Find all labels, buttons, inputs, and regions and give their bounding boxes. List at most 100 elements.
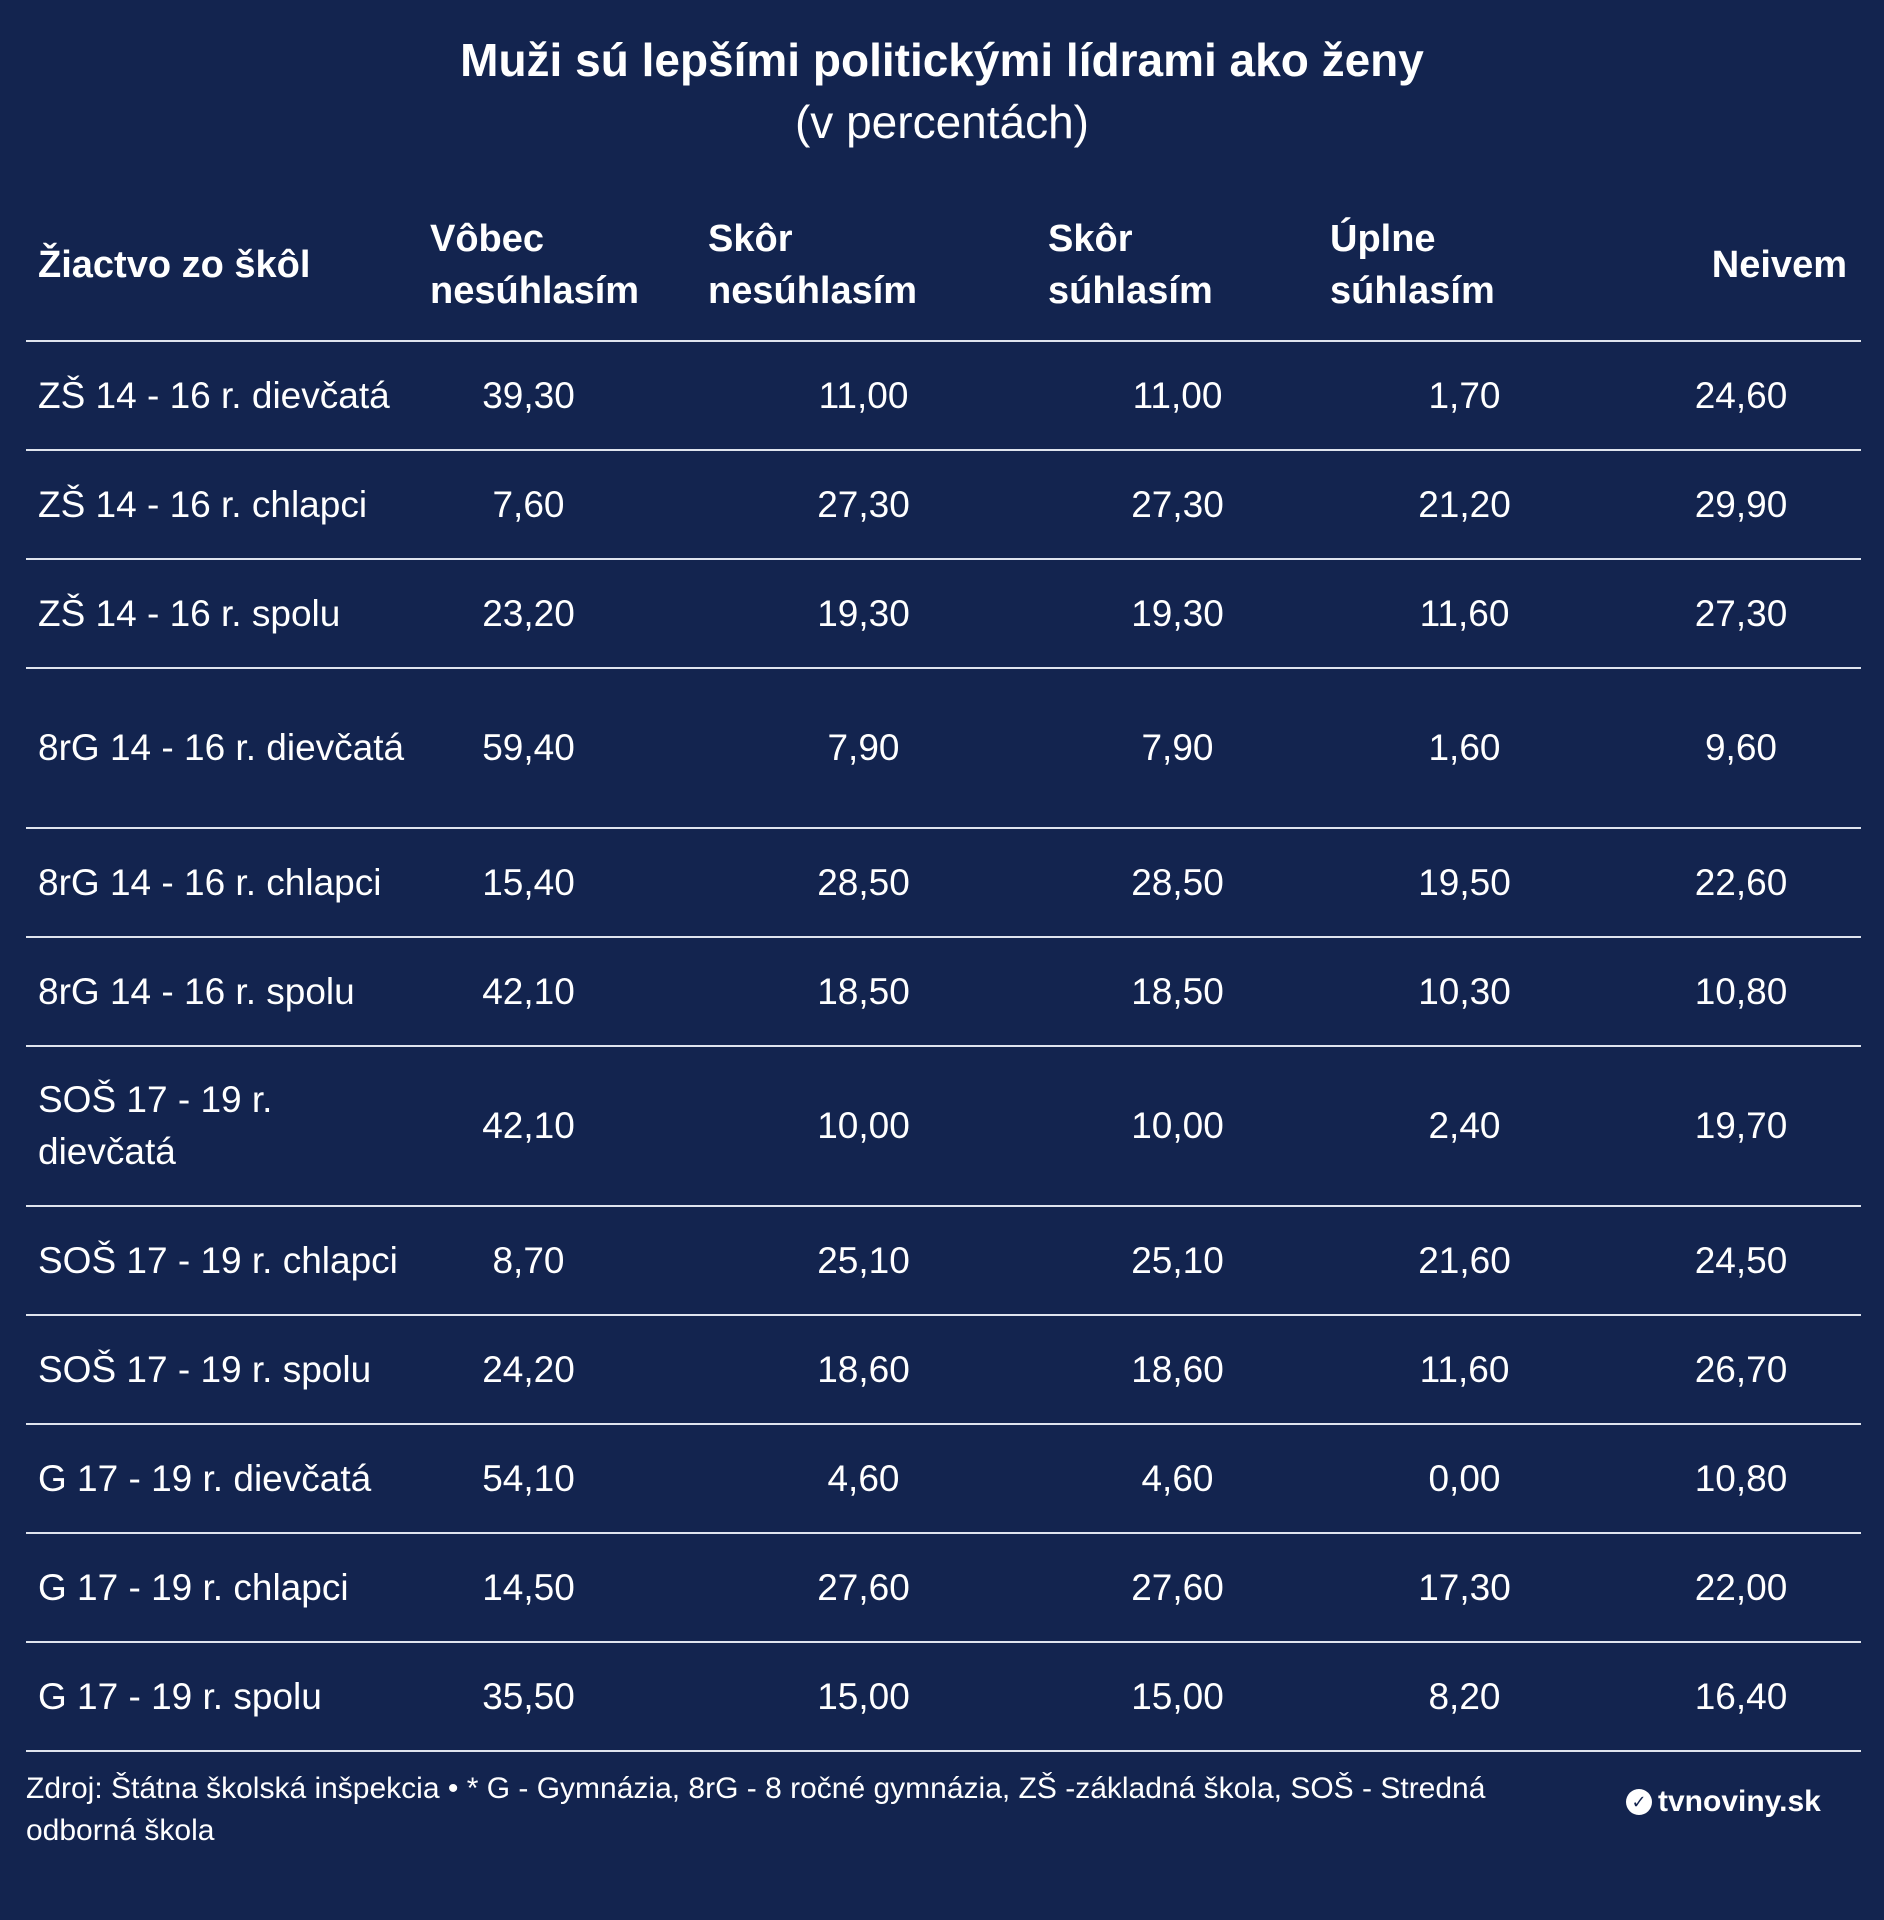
- data-label: 15,00: [1036, 1642, 1318, 1752]
- row-label: SOŠ 17 - 19 r. dievčatá: [26, 1046, 418, 1207]
- data-label: 23,20: [418, 559, 696, 669]
- data-label: 8,20: [1318, 1642, 1622, 1752]
- row-label: G 17 - 19 r. dievčatá: [26, 1424, 418, 1534]
- data-label: 28,50: [696, 828, 1036, 938]
- data-label: 24,50: [1622, 1206, 1861, 1316]
- data-label: 17,30: [1318, 1533, 1622, 1643]
- data-label: 7,60: [418, 450, 696, 560]
- data-label: 26,70: [1622, 1315, 1861, 1425]
- row-label: G 17 - 19 r. chlapci: [26, 1533, 418, 1643]
- header-line: Skôr: [1048, 218, 1133, 260]
- data-label: 27,30: [1036, 450, 1318, 560]
- data-label: 16,40: [1622, 1642, 1861, 1752]
- data-label: 0,00: [1318, 1424, 1622, 1534]
- data-label: 18,60: [696, 1315, 1036, 1425]
- chart-subtitle: (v percentách): [794, 96, 1089, 148]
- data-label: 27,60: [696, 1533, 1036, 1643]
- row-label: ZŠ 14 - 16 r. dievčatá: [26, 341, 418, 451]
- source-note: Zdroj: Štátna školská inšpekcia • * G - …: [26, 1772, 1486, 1847]
- table-row: ZŠ 14 - 16 r. spolu 23,20 19,30 19,30 11,60 2…: [26, 559, 1861, 669]
- data-table: Žiactvo zo škôl Vôbec nesúhlasím Skôr nesú…: [26, 190, 1861, 1752]
- table-row: ZŠ 14 - 16 r. chlapci 7,60 27,30 27,30 21,20…: [26, 450, 1861, 560]
- data-label: 22,00: [1622, 1533, 1861, 1643]
- header-dont-know-label: Neivem: [1711, 244, 1847, 286]
- header-strongly-agree: Úplne súhlasím: [1318, 190, 1622, 342]
- table-row: SOŠ 17 - 19 r. spolu 24,20 18,60 18,60 11,60…: [26, 1315, 1861, 1425]
- row-label: 8rG 14 - 16 r. chlapci: [26, 828, 418, 938]
- data-label: 10,00: [1036, 1046, 1318, 1207]
- header-line: súhlasím: [1330, 270, 1495, 312]
- header-line: Vôbec: [430, 218, 545, 260]
- row-label: 8rG 14 - 16 r. dievčatá: [26, 668, 418, 829]
- header-rather-agree: Skôr súhlasím: [1036, 190, 1318, 342]
- data-label: 15,40: [418, 828, 696, 938]
- data-label: 10,80: [1622, 1424, 1861, 1534]
- data-label: 18,50: [696, 937, 1036, 1047]
- data-label: 19,70: [1622, 1046, 1861, 1207]
- data-label: 1,60: [1318, 668, 1622, 829]
- data-label: 11,60: [1318, 559, 1622, 669]
- data-label: 19,50: [1318, 828, 1622, 938]
- table-row: G 17 - 19 r. dievčatá 54,10 4,60 4,60 0,00 10…: [26, 1424, 1861, 1534]
- data-label: 11,00: [1036, 341, 1318, 451]
- brand-logo[interactable]: ✓ tvnoviny.sk: [1626, 1784, 1821, 1820]
- data-label: 25,10: [696, 1206, 1036, 1316]
- header-strongly-disagree: Vôbec nesúhlasím: [418, 190, 696, 342]
- data-label: 1,70: [1318, 341, 1622, 451]
- data-label: 11,00: [696, 341, 1036, 451]
- table-row: ZŠ 14 - 16 r. dievčatá 39,30 11,00 11,00 1,7…: [26, 341, 1861, 451]
- data-label: 9,60: [1622, 668, 1861, 829]
- row-label: SOŠ 17 - 19 r. spolu: [26, 1315, 418, 1425]
- data-label: 42,10: [418, 1046, 696, 1207]
- data-label: 39,30: [418, 341, 696, 451]
- data-label: 18,60: [1036, 1315, 1318, 1425]
- data-label: 10,80: [1622, 937, 1861, 1047]
- header-line: nesúhlasím: [430, 270, 640, 312]
- row-label: SOŠ 17 - 19 r. chlapci: [26, 1206, 418, 1316]
- header-line: nesúhlasím: [708, 270, 918, 312]
- table-row: 8rG 14 - 16 r. spolu 42,10 18,50 18,50 10,30…: [26, 937, 1861, 1047]
- data-label: 27,30: [1622, 559, 1861, 669]
- row-label: ZŠ 14 - 16 r. chlapci: [26, 450, 418, 560]
- data-label: 21,20: [1318, 450, 1622, 560]
- data-label: 24,60: [1622, 341, 1861, 451]
- data-label: 4,60: [696, 1424, 1036, 1534]
- data-label: 22,60: [1622, 828, 1861, 938]
- logo-icon: ✓: [1626, 1789, 1652, 1815]
- header-rather-disagree: Skôr nesúhlasím: [696, 190, 1036, 342]
- data-label: 10,30: [1318, 937, 1622, 1047]
- data-label: 54,10: [418, 1424, 696, 1534]
- header-dont-know: Neivem: [1622, 190, 1861, 342]
- data-label: 27,30: [696, 450, 1036, 560]
- data-label: 4,60: [1036, 1424, 1318, 1534]
- table-body: ZŠ 14 - 16 r. dievčatá 39,30 11,00 11,00 1,7…: [26, 341, 1861, 1752]
- table-row: G 17 - 19 r. spolu 35,50 15,00 15,00 8,20 16,…: [26, 1642, 1861, 1752]
- table-row: G 17 - 19 r. chlapci 14,50 27,60 27,60 17,30…: [26, 1533, 1861, 1643]
- data-label: 18,50: [1036, 937, 1318, 1047]
- data-label: 11,60: [1318, 1315, 1622, 1425]
- data-label: 14,50: [418, 1533, 696, 1643]
- data-label: 19,30: [1036, 559, 1318, 669]
- chart-title: Muži sú lepšími politickými lídrami ako …: [460, 34, 1424, 86]
- data-label: 21,60: [1318, 1206, 1622, 1316]
- row-label: G 17 - 19 r. spolu: [26, 1642, 418, 1752]
- data-label: 28,50: [1036, 828, 1318, 938]
- table-row: SOŠ 17 - 19 r. chlapci 8,70 25,10 25,10 21,6…: [26, 1206, 1861, 1316]
- table-row: 8rG 14 - 16 r. dievčatá 59,40 7,90 7,90 1,60…: [26, 668, 1861, 829]
- data-label: 19,30: [696, 559, 1036, 669]
- data-label: 35,50: [418, 1642, 696, 1752]
- data-label: 24,20: [418, 1315, 696, 1425]
- data-label: 8,70: [418, 1206, 696, 1316]
- header-school-label: Žiactvo zo škôl: [38, 244, 311, 286]
- header-line: Úplne: [1330, 218, 1436, 260]
- data-label: 15,00: [696, 1642, 1036, 1752]
- logo-text: tvnoviny.sk: [1658, 1785, 1821, 1818]
- data-label: 2,40: [1318, 1046, 1622, 1207]
- header-line: Skôr: [708, 218, 793, 260]
- data-label: 7,90: [696, 668, 1036, 829]
- table-row: 8rG 14 - 16 r. chlapci 15,40 28,50 28,50 19,…: [26, 828, 1861, 938]
- data-label: 59,40: [418, 668, 696, 829]
- row-label: ZŠ 14 - 16 r. spolu: [26, 559, 418, 669]
- data-label: 29,90: [1622, 450, 1861, 560]
- data-label: 42,10: [418, 937, 696, 1047]
